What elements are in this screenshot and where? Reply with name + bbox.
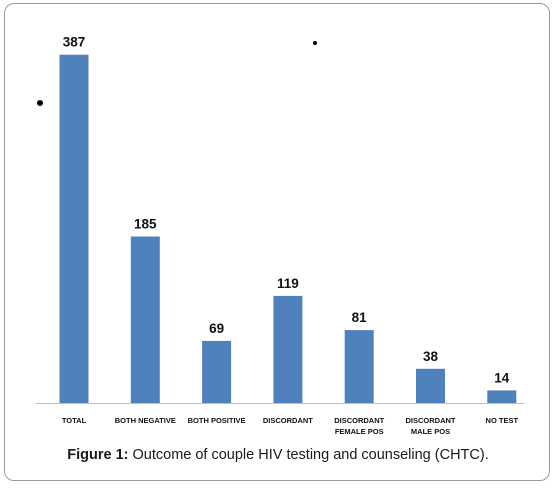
caption-text: Outcome of couple HIV testing and counse… (128, 447, 489, 463)
data-label: 69 (209, 321, 224, 336)
data-label: 81 (352, 310, 368, 325)
x-tick-label: TOTAL (62, 416, 87, 425)
bar (416, 368, 445, 403)
bar (273, 295, 303, 403)
stray-dot (313, 41, 317, 45)
bar (130, 236, 160, 403)
caption-label: Figure 1: (67, 447, 129, 463)
data-label: 119 (277, 276, 299, 291)
bar (344, 330, 374, 403)
bar (202, 340, 232, 403)
data-label: 14 (494, 370, 510, 385)
data-label: 387 (63, 35, 86, 50)
bar (59, 54, 89, 403)
bar-chart: 387 TOTAL 185 BOTH NEGATIVE 69 BOTH POSITIVE 1… (36, 35, 524, 436)
data-label: 185 (134, 217, 157, 232)
bars-group: 387 TOTAL 185 BOTH NEGATIVE 69 BOTH POSITIVE 1… (36, 35, 524, 436)
stray-dot (37, 100, 43, 106)
x-tick-label: DISCORDANT MALE POS (406, 416, 456, 436)
x-tick-label: DISCORDANT FEMALE POS (334, 416, 384, 436)
x-tick-label: BOTH NEGATIVE (115, 416, 176, 425)
figure-caption: Figure 1: Outcome of couple HIV testing … (0, 447, 556, 463)
x-tick-label: BOTH POSITIVE (188, 416, 246, 425)
x-tick-label: NO TEST (486, 416, 519, 425)
bar (487, 390, 517, 403)
x-tick-label: DISCORDANT (263, 416, 313, 425)
data-label: 38 (423, 349, 439, 364)
